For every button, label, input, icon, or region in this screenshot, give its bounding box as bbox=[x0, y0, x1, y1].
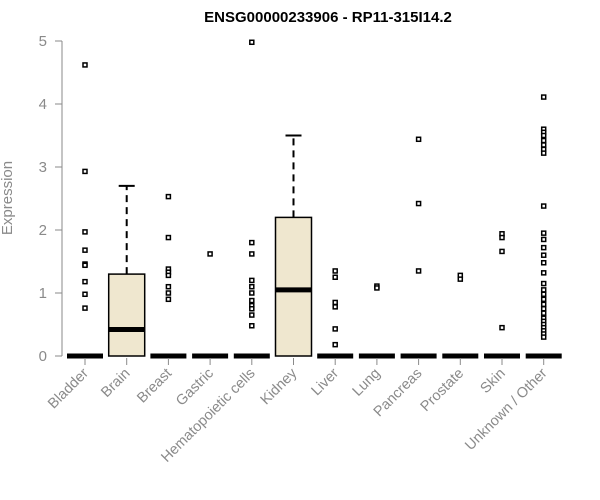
x-tick-label: Bladder bbox=[45, 365, 92, 412]
outlier-point bbox=[249, 283, 255, 290]
box-group bbox=[150, 193, 187, 359]
outlier-point bbox=[207, 251, 213, 257]
outlier-point bbox=[249, 290, 255, 296]
outlier-point bbox=[82, 62, 88, 68]
x-tick-label: Brain bbox=[98, 366, 133, 401]
box-group bbox=[484, 231, 520, 359]
outlier-point bbox=[540, 236, 547, 243]
x-tick-label: Prostate bbox=[418, 366, 467, 415]
outlier-point bbox=[82, 305, 88, 311]
outlier-point bbox=[332, 341, 338, 348]
outlier-point bbox=[540, 260, 547, 266]
outlier-point bbox=[249, 239, 255, 246]
box-group bbox=[358, 283, 395, 359]
outlier-point bbox=[540, 244, 547, 251]
box-group bbox=[192, 251, 229, 359]
outlier-point bbox=[540, 94, 547, 100]
box-body bbox=[274, 216, 313, 357]
box-group bbox=[67, 62, 103, 359]
outlier-point bbox=[540, 142, 547, 148]
outlier-point bbox=[540, 287, 547, 293]
outlier-point bbox=[82, 247, 88, 253]
y-tick-label: 4 bbox=[39, 96, 47, 113]
outlier-point bbox=[82, 278, 88, 285]
outlier-point bbox=[540, 280, 547, 287]
outlier-point bbox=[540, 334, 547, 340]
outlier-point bbox=[249, 297, 255, 304]
outlier-point bbox=[499, 248, 505, 255]
outlier-point bbox=[165, 290, 172, 296]
outlier-point bbox=[249, 306, 255, 312]
x-tick-label: Kidney bbox=[258, 365, 301, 408]
outlier-point bbox=[540, 270, 547, 276]
outlier-point bbox=[249, 323, 255, 329]
outlier-point bbox=[332, 326, 338, 332]
outlier-point bbox=[540, 150, 547, 156]
y-axis: 0 1 2 3 4 5 bbox=[39, 33, 63, 365]
outlier-point bbox=[540, 132, 547, 139]
outlier-point bbox=[82, 291, 88, 298]
outlier-point bbox=[165, 272, 172, 279]
y-tick-label: 1 bbox=[39, 285, 47, 302]
outlier-point bbox=[165, 234, 172, 241]
outlier-point bbox=[540, 296, 547, 303]
outlier-point bbox=[457, 276, 464, 282]
y-tick-label: 5 bbox=[39, 33, 47, 50]
plot-area bbox=[67, 39, 562, 359]
outlier-point bbox=[165, 296, 172, 303]
outlier-point bbox=[540, 252, 547, 258]
outlier-point bbox=[415, 268, 422, 274]
y-axis-label: Expression bbox=[0, 161, 16, 235]
outlier-point bbox=[332, 268, 338, 274]
outlier-point bbox=[499, 234, 505, 241]
outlier-point bbox=[374, 285, 380, 291]
outlier-point bbox=[82, 229, 88, 235]
outlier-point bbox=[249, 277, 255, 284]
outlier-point bbox=[540, 310, 547, 316]
box-body bbox=[107, 273, 146, 357]
outlier-point bbox=[540, 137, 547, 144]
outlier-point bbox=[540, 291, 547, 298]
outlier-point bbox=[540, 306, 547, 312]
outlier-point bbox=[332, 274, 338, 280]
x-tick-label: Lung bbox=[350, 366, 384, 400]
chart-title: ENSG00000233906 - RP11-315I14.2 bbox=[204, 9, 452, 26]
box-group bbox=[400, 136, 437, 359]
x-tick-label: Breast bbox=[134, 366, 175, 407]
outlier-point bbox=[332, 304, 338, 310]
outlier-point bbox=[82, 262, 88, 269]
box-group bbox=[525, 94, 562, 359]
outlier-point bbox=[415, 136, 422, 143]
outlier-point bbox=[540, 203, 547, 209]
outlier-point bbox=[249, 312, 255, 318]
outlier-point bbox=[540, 301, 547, 308]
outlier-point bbox=[249, 39, 255, 46]
box-group bbox=[317, 268, 354, 359]
box-group bbox=[233, 39, 270, 359]
x-tick-label: Skin bbox=[478, 366, 509, 397]
outlier-point bbox=[165, 283, 172, 290]
outlier-point bbox=[249, 251, 255, 257]
outlier-point bbox=[332, 299, 338, 306]
y-tick-label: 2 bbox=[39, 222, 47, 239]
outlier-point bbox=[82, 168, 88, 175]
y-tick-label: 3 bbox=[39, 159, 47, 176]
box-group bbox=[107, 184, 146, 357]
outlier-point bbox=[499, 324, 505, 331]
outlier-point bbox=[165, 193, 172, 200]
box-group bbox=[274, 134, 313, 357]
x-tick-label: Liver bbox=[308, 365, 342, 399]
y-tick-label: 0 bbox=[39, 348, 47, 365]
box-group bbox=[442, 272, 479, 359]
outlier-point bbox=[540, 230, 547, 236]
outlier-point bbox=[415, 200, 422, 207]
